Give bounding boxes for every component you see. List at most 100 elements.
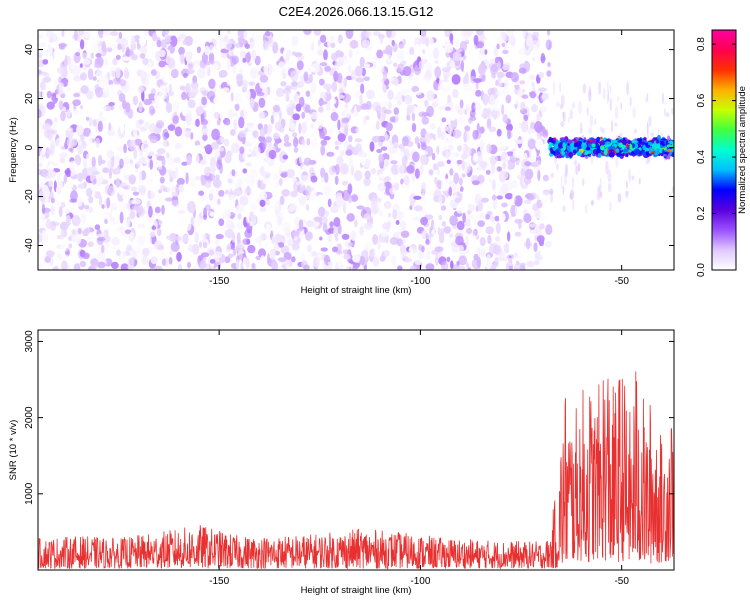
heatmap-noise-blob xyxy=(187,200,196,213)
heatmap-noise-blob xyxy=(412,151,420,163)
heatmap-noise-blob xyxy=(102,167,110,174)
snr-x-axis: -150 -100 -50 xyxy=(209,330,629,587)
heatmap-noise-blob xyxy=(350,194,359,202)
heatmap-noise-blob xyxy=(507,257,513,267)
heatmap-noise-blob xyxy=(409,265,417,270)
heatmap-faint-blob xyxy=(629,96,632,107)
x-tick-label: -100 xyxy=(410,576,430,587)
heatmap-noise-blob xyxy=(461,173,466,178)
heatmap-signal-blob xyxy=(565,154,570,159)
heatmap-noise-blob xyxy=(46,90,52,99)
heatmap-noise-blob xyxy=(259,207,267,212)
heatmap-noise-blob xyxy=(161,204,165,215)
heatmap-noise-blob xyxy=(176,251,182,262)
heatmap-noise-blob xyxy=(348,196,352,204)
heatmap-signal-blob xyxy=(600,136,603,140)
heatmap-noise-blob xyxy=(119,79,127,87)
heatmap-noise-blob xyxy=(38,233,43,243)
heatmap-noise-blob xyxy=(95,137,101,148)
heatmap-noise-blob xyxy=(292,231,300,237)
heatmap-noise-blob xyxy=(43,242,47,250)
heatmap-noise-blob xyxy=(451,74,461,85)
heatmap-noise-blob xyxy=(487,234,492,245)
heatmap-noise-blob xyxy=(437,181,442,189)
heatmap-noise-blob xyxy=(521,120,529,133)
heatmap-signal-blob xyxy=(671,152,674,157)
heatmap-noise-blob xyxy=(297,55,305,61)
heatmap-noise-blob xyxy=(139,156,146,164)
heatmap-noise-blob xyxy=(505,30,514,37)
heatmap-noise-blob xyxy=(206,90,216,100)
heatmap-noise-blob xyxy=(384,109,392,115)
heatmap-noise-blob xyxy=(211,128,221,141)
heatmap-noise-blob xyxy=(259,192,268,201)
heatmap-noise-blob xyxy=(363,222,373,231)
heatmap-noise-blob xyxy=(287,238,294,247)
heatmap-noise-blob xyxy=(444,125,449,132)
heatmap-noise-blob xyxy=(122,56,131,61)
heatmap-noise-blob xyxy=(219,111,226,121)
heatmap-noise-blob xyxy=(318,126,328,137)
y-tick-label: 40 xyxy=(24,44,35,56)
heatmap-noise-blob xyxy=(117,43,122,51)
heatmap-noise-blob xyxy=(158,189,163,194)
heatmap-noise-blob xyxy=(237,213,242,220)
heatmap-noise-blob xyxy=(69,198,78,203)
heatmap-noise-blob xyxy=(496,128,502,137)
heatmap-noise-blob xyxy=(111,210,118,218)
heatmap-noise-blob xyxy=(73,108,79,116)
heatmap-noise-blob xyxy=(175,166,179,178)
heatmap-noise-blob xyxy=(424,251,432,261)
heatmap-noise-blob xyxy=(256,91,265,97)
heatmap-signal-blob xyxy=(567,145,571,152)
heatmap-faint-blob xyxy=(560,175,563,190)
heatmap-noise-blob xyxy=(204,166,211,177)
heatmap-noise-blob xyxy=(63,174,67,184)
heatmap-noise-blob xyxy=(398,44,405,49)
heatmap-noise-blob xyxy=(328,165,336,176)
heatmap-noise-blob xyxy=(129,210,136,220)
heatmap-noise-blob xyxy=(154,159,160,170)
heatmap-noise-blob xyxy=(437,226,441,236)
heatmap-noise-blob xyxy=(231,169,236,177)
heatmap-noise-blob xyxy=(320,247,328,252)
heatmap-noise-blob xyxy=(336,155,344,166)
heatmap-faint-blob xyxy=(559,103,563,110)
heatmap-noise-blob xyxy=(378,153,384,163)
heatmap-noise-blob xyxy=(319,62,328,67)
heatmap-noise-blob xyxy=(454,39,460,48)
heatmap-noise-blob xyxy=(535,113,541,123)
heatmap-noise-blob xyxy=(447,136,454,144)
heatmap-noise-blob xyxy=(443,226,452,234)
heatmap-noise-blob xyxy=(97,261,106,269)
heatmap-noise-blob xyxy=(237,244,245,249)
heatmap-noise-blob xyxy=(363,63,371,68)
heatmap-noise-blob xyxy=(434,60,439,65)
heatmap-noise-blob xyxy=(232,65,237,74)
heatmap-noise-blob xyxy=(278,61,285,70)
heatmap-noise-blob xyxy=(414,136,420,145)
heatmap-noise-blob xyxy=(458,255,468,266)
heatmap-noise-blob xyxy=(444,30,451,38)
heatmap-signal-blob xyxy=(555,145,558,148)
heatmap-noise-blob xyxy=(420,33,428,45)
heatmap-noise-blob xyxy=(161,69,170,82)
heatmap-noise-blob xyxy=(150,256,158,265)
heatmap-noise-blob xyxy=(167,124,176,131)
heatmap-x-axis-label: Height of straight line (km) xyxy=(301,285,412,296)
heatmap-noise-blob xyxy=(61,30,65,37)
heatmap-noise-blob xyxy=(86,90,94,100)
heatmap-noise-blob xyxy=(238,38,247,46)
heatmap-noise-blob xyxy=(102,30,111,36)
heatmap-faint-blob xyxy=(631,175,635,181)
heatmap-signal-blob xyxy=(608,153,615,158)
heatmap-noise-blob xyxy=(98,111,104,119)
heatmap-noise-blob xyxy=(198,30,202,36)
heatmap-noise-blob xyxy=(193,217,203,226)
colorbar-tick-label: 0.0 xyxy=(696,263,707,277)
heatmap-signal-blob xyxy=(576,151,582,157)
heatmap-noise-blob xyxy=(148,205,153,218)
heatmap-noise-blob xyxy=(122,99,127,110)
heatmap-noise-blob xyxy=(411,122,417,133)
heatmap-noise-blob xyxy=(424,99,429,108)
